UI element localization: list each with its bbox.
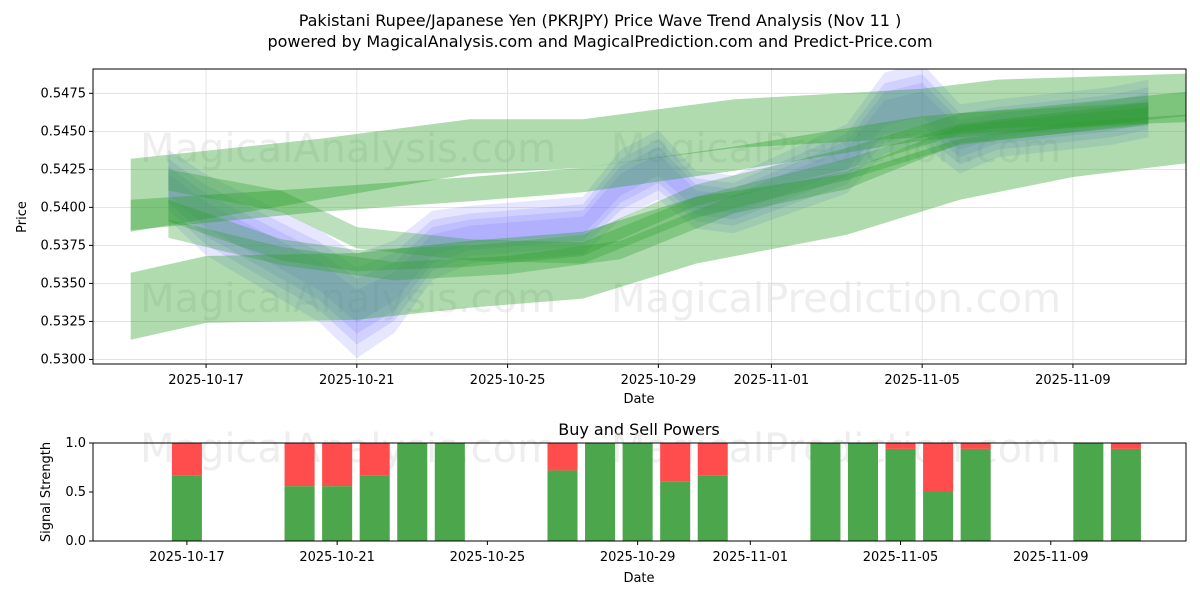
price-x-tick-label: 2025-10-21 [319, 373, 395, 388]
buy-bar [171, 475, 202, 541]
price-x-tick-label: 2025-10-25 [470, 373, 546, 388]
chart-title: Pakistani Rupee/Japanese Yen (PKRJPY) Pr… [299, 11, 902, 30]
trend-band-5 [168, 102, 1149, 272]
buy-bar [1110, 448, 1141, 541]
price-x-tick-label: 2025-11-09 [1035, 373, 1111, 388]
signal-y-tick-label: 0.0 [65, 534, 86, 549]
sell-bar [697, 443, 728, 476]
watermark-magicalanalysis-1: MagicalAnalysis.com [140, 126, 556, 172]
price-x-tick-label: 2025-11-01 [734, 373, 810, 388]
sell-bar [885, 443, 916, 449]
sell-bar [1110, 443, 1141, 449]
buy-bar [810, 443, 841, 541]
signal-y-tick-label: 0.5 [65, 485, 86, 500]
buy-bar [847, 443, 879, 541]
sell-bar [660, 443, 691, 482]
signal-chart-title: Buy and Sell Powers [558, 420, 720, 439]
watermark-magicalprediction-1: MagicalPrediction.com [611, 126, 1061, 172]
trend-band-6 [168, 107, 1149, 281]
signal-y-axis-label: Signal Strength [39, 442, 54, 542]
trend-band-1 [130, 73, 1186, 232]
price-y-ticks: 0.5300 0.5325 0.5350 0.5375 0.5400 0.5425 0.54… [41, 86, 93, 367]
watermark-magicalprediction-2: MagicalPrediction.com [611, 276, 1061, 322]
buy-bar [660, 481, 691, 541]
price-chart: MagicalAnalysis.com MagicalPrediction.co… [15, 68, 1187, 407]
price-wave-band [168, 69, 1149, 359]
signal-x-tick-label: 2025-11-09 [1013, 550, 1089, 565]
signal-x-tick-label: 2025-10-29 [600, 550, 676, 565]
watermark-magicalanalysis-2: MagicalAnalysis.com [140, 276, 556, 322]
sell-bar [171, 443, 202, 476]
price-plot-area [130, 69, 1186, 359]
price-x-tick-label: 2025-11-05 [884, 373, 960, 388]
trend-band-2 [130, 91, 1186, 231]
signal-x-tick-label: 2025-10-21 [299, 550, 375, 565]
sell-bar [547, 443, 578, 471]
price-y-tick-label: 0.5475 [41, 86, 87, 101]
buy-bar [622, 443, 653, 541]
signal-y-ticks: 0.0 0.5 1.0 [65, 436, 93, 549]
price-wave-band [168, 74, 1149, 345]
price-y-tick-label: 0.5400 [41, 200, 87, 215]
price-y-tick-label: 0.5325 [41, 314, 87, 329]
buy-bar [434, 443, 465, 541]
price-x-axis-label: Date [623, 392, 654, 407]
buy-bar [1073, 443, 1104, 541]
buy-bar [397, 443, 428, 541]
buy-bar [697, 475, 728, 541]
price-grid [93, 69, 1186, 364]
buy-bar [359, 475, 390, 541]
signal-bars [171, 443, 1141, 541]
price-x-tick-label: 2025-10-17 [168, 373, 244, 388]
price-wave-band [168, 91, 1149, 323]
sell-bar [284, 443, 315, 487]
sell-bar [923, 443, 954, 492]
price-y-tick-label: 0.5425 [41, 162, 87, 177]
price-y-tick-label: 0.5375 [41, 238, 87, 253]
trend-band-3 [130, 114, 1186, 340]
buy-bar [284, 486, 315, 541]
watermarks-top: MagicalAnalysis.com MagicalPrediction.co… [140, 126, 1061, 322]
buy-bar [885, 448, 916, 541]
sell-bar [960, 443, 991, 449]
signal-x-tick-label: 2025-10-17 [149, 550, 225, 565]
buy-bar [923, 492, 954, 541]
signal-x-ticks: 2025-10-17 2025-10-21 2025-10-25 2025-10-29… [149, 541, 1089, 565]
chart-subtitle: powered by MagicalAnalysis.com and Magic… [267, 32, 932, 51]
signal-chart: Buy and Sell Powers MagicalAnalysis.com … [39, 420, 1187, 586]
signal-x-axis-label: Date [623, 571, 654, 586]
price-y-tick-label: 0.5450 [41, 124, 87, 139]
price-y-axis-label: Price [15, 201, 30, 233]
price-y-tick-label: 0.5300 [41, 352, 87, 367]
price-y-tick-label: 0.5350 [41, 276, 87, 291]
signal-y-tick-label: 1.0 [65, 436, 86, 451]
signal-x-tick-label: 2025-10-25 [450, 550, 526, 565]
buy-bar [585, 443, 616, 541]
price-x-ticks: 2025-10-17 2025-10-21 2025-10-25 2025-10-29… [168, 364, 1111, 388]
buy-bar [322, 486, 353, 541]
signal-x-tick-label: 2025-11-01 [713, 550, 789, 565]
buy-bar [547, 470, 578, 541]
trend-band-4 [168, 102, 1149, 264]
signal-x-tick-label: 2025-11-05 [863, 550, 939, 565]
sell-bar [322, 443, 353, 487]
price-x-tick-label: 2025-10-29 [621, 373, 697, 388]
price-axes-frame [92, 68, 1187, 365]
price-wave-band [168, 82, 1149, 334]
sell-bar [359, 443, 390, 476]
buy-bar [960, 448, 991, 541]
